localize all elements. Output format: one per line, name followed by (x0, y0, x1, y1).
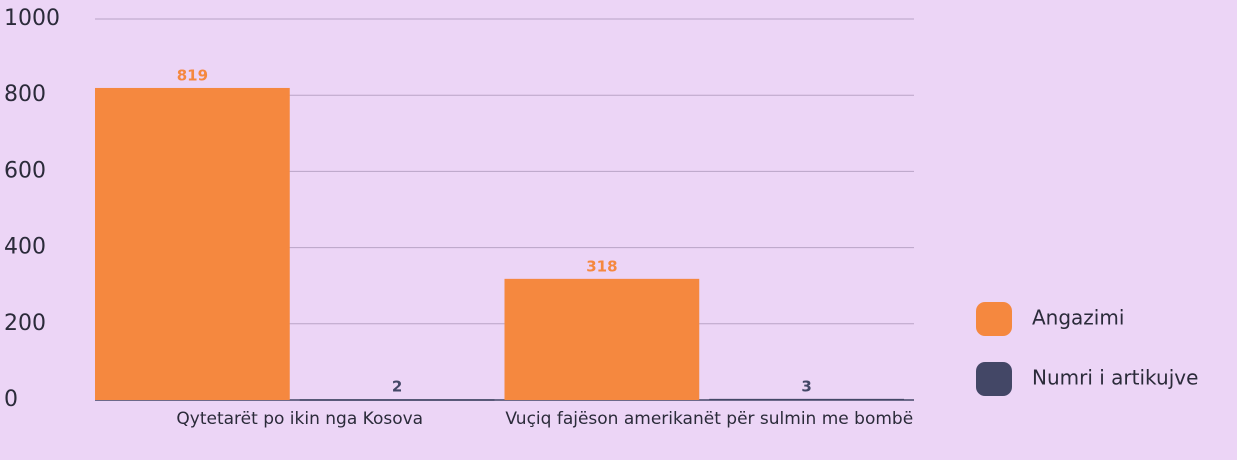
legend-label: Angazimi (1032, 306, 1124, 330)
data-label: 3 (801, 377, 811, 395)
y-tick-label: 0 (4, 387, 18, 412)
data-label: 318 (586, 257, 617, 275)
data-label: 2 (392, 378, 402, 396)
bar (299, 399, 495, 401)
data-label: 819 (177, 66, 208, 84)
bar (504, 278, 700, 400)
legend-swatch (976, 302, 1012, 336)
y-tick-label: 200 (4, 311, 46, 336)
y-tick-label: 1000 (4, 6, 60, 31)
y-tick-label: 800 (4, 82, 46, 107)
y-tick-label: 400 (4, 235, 46, 260)
bar (709, 398, 904, 401)
x-tick-label: Vuçiq fajëson amerikanët për sulmin me b… (505, 409, 914, 429)
legend-swatch (976, 362, 1012, 396)
bar (95, 87, 290, 400)
x-tick-label: Qytetarët po ikin nga Kosova (176, 409, 424, 429)
legend-label: Numri i artikujve (1032, 366, 1198, 390)
y-tick-label: 600 (4, 158, 46, 183)
